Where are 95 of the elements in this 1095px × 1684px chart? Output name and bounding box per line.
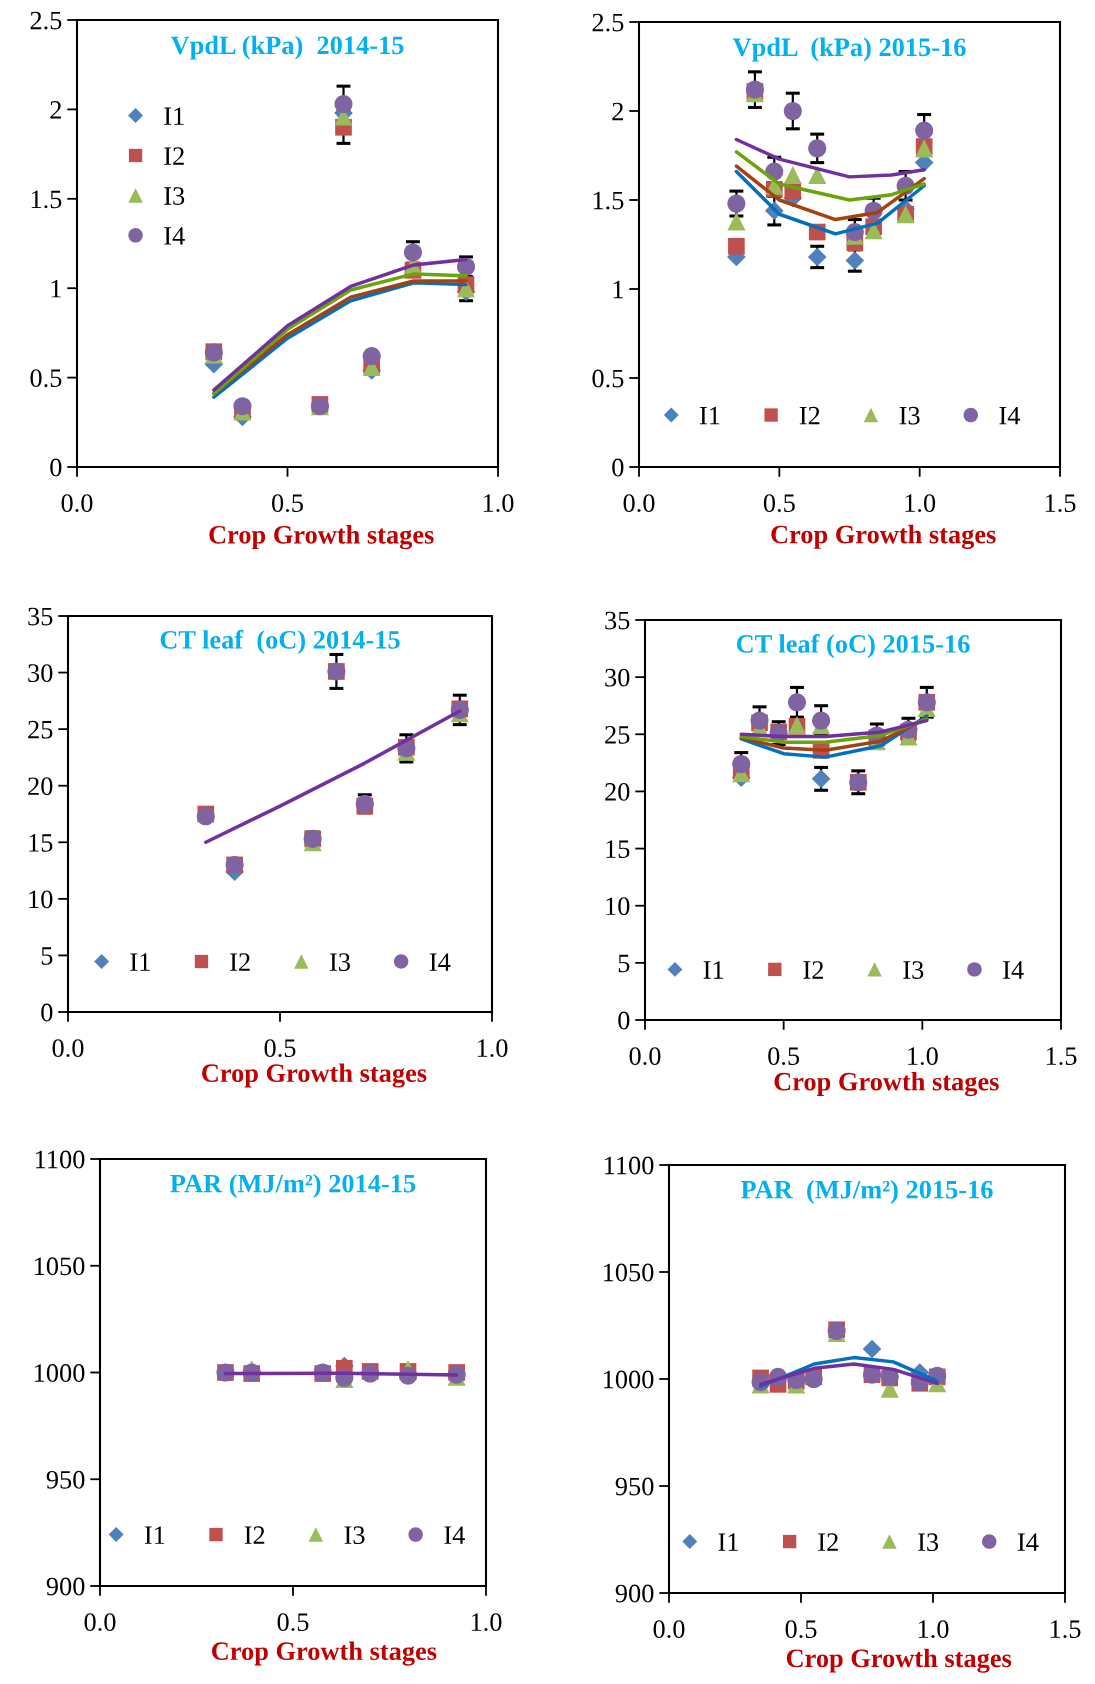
y-tick-label: 25 [605,725,630,744]
y-tick-label: 1050 [34,1257,85,1276]
x-axis-title: Crop Growth stages [212,1641,437,1666]
legend-label: I1 [703,961,724,979]
x-tick-label: 1.0 [908,1047,938,1066]
y-tick-label: 20 [28,777,53,796]
x-tick-label: 0.5 [272,494,303,513]
text: VpdL (kPa) 2014-15 [170,35,404,60]
legend-label: I3 [329,953,350,972]
legend-label: I3 [164,187,185,205]
x-axis-title: Crop Growth stages [774,1072,999,1097]
text: VpdL (kPa) 2015-16 [732,37,966,62]
x-axis-title: Crop Growth stages [202,1063,427,1088]
y-tick-label: 1.5 [593,191,624,210]
legend-label: I1 [144,1526,165,1544]
x-tick-label: 0.0 [84,1613,116,1632]
y-tick-label: 1000 [34,1364,85,1382]
y-tick-label: 2 [612,102,623,121]
y-tick-label: 0 [41,1003,53,1022]
x-tick-label: 0.5 [264,1039,296,1058]
y-tick-label: 900 [46,1577,85,1596]
x-tick-label: 0.0 [61,494,93,513]
legend-label: I4 [164,227,185,245]
y-tick-label: 0 [50,458,62,477]
legend-label: I2 [164,147,184,165]
x-axis-title: Crop Growth stages [209,525,434,550]
y-tick-label: 0.5 [592,369,624,388]
legend-label: I2 [799,406,820,425]
legend-label: I4 [429,953,451,971]
x-tick-label: 0.5 [785,1620,817,1639]
y-tick-label: 950 [46,1470,85,1489]
legend-label: I2 [803,961,824,979]
y-tick-label: 1100 [35,1150,85,1169]
y-tick-label: 5 [618,954,630,973]
x-tick-label: 0.0 [623,494,655,513]
x-tick-label: 1.0 [477,1039,508,1058]
y-tick-label: 0 [618,1011,630,1030]
legend-label: I3 [918,1533,939,1552]
x-axis-title: Crop Growth stages [786,1648,1012,1673]
text: PAR (MJ/m²) 2014-15 [170,1173,416,1198]
text: PAR (MJ/m²) 2015-16 [740,1179,993,1204]
legend-label: I4 [1017,1533,1039,1551]
y-tick-label: 1000 [603,1370,654,1389]
x-tick-label: 1.0 [918,1620,949,1639]
x-axis-title: Crop Growth stages [771,524,996,549]
y-tick-label: 35 [28,607,53,626]
y-tick-label: 0 [612,458,624,477]
y-tick-label: 1.5 [31,190,62,209]
x-tick-label: 1.0 [471,1613,502,1632]
legend-label: I3 [344,1526,365,1545]
y-tick-label: 10 [606,897,630,916]
x-tick-label: 0.5 [277,1613,309,1632]
y-tick-label: 10 [29,890,53,909]
chart-title: CT leaf (oC) 2015-16 [736,634,970,659]
y-tick-label: 2.5 [592,13,624,32]
y-tick-label: 900 [615,1584,654,1603]
y-tick-label: 35 [605,611,630,630]
y-tick-label: 30 [605,668,630,687]
x-tick-label: 0.0 [629,1047,661,1066]
y-tick-label: 15 [606,840,630,858]
y-tick-label: 20 [605,783,630,801]
x-tick-label: 1.5 [1045,494,1076,513]
y-tick-label: 2 [50,101,61,119]
legend-label: I1 [130,953,150,971]
y-tick-label: 2.5 [30,11,62,30]
x-tick-label: 1.5 [1050,1620,1081,1639]
legend-label: I3 [899,406,920,425]
y-tick-label: 25 [28,720,53,739]
y-tick-label: 15 [29,834,53,852]
x-tick-label: 0.5 [763,494,795,513]
y-tick-label: 1 [613,280,623,299]
y-tick-label: 950 [615,1477,654,1496]
x-tick-label: 1.5 [1046,1047,1077,1066]
y-tick-label: 30 [28,664,53,682]
y-tick-label: 1100 [604,1156,654,1175]
y-tick-label: 1 [51,279,61,298]
chart-title: CT leaf (oC) 2014-15 [160,629,400,655]
x-tick-label: 0.0 [653,1620,685,1639]
y-tick-label: 1050 [603,1263,654,1282]
x-tick-label: 1.0 [483,494,514,513]
legend-label: I1 [699,406,720,425]
legend-label: I1 [164,107,184,125]
legend-label: I4 [444,1526,465,1544]
x-tick-label: 1.0 [905,494,936,513]
x-tick-label: 0.0 [52,1039,84,1058]
legend-label: I2 [244,1526,265,1544]
legend-label: I3 [903,961,924,979]
y-tick-label: 0.5 [30,369,62,388]
legend-label: I1 [718,1533,738,1551]
legend-label: I2 [818,1533,838,1551]
legend-label: I4 [1003,961,1024,979]
legend-label: I4 [999,406,1021,425]
x-tick-label: 0.5 [768,1047,800,1066]
legend-label: I2 [230,953,250,971]
y-tick-label: 5 [41,947,53,965]
